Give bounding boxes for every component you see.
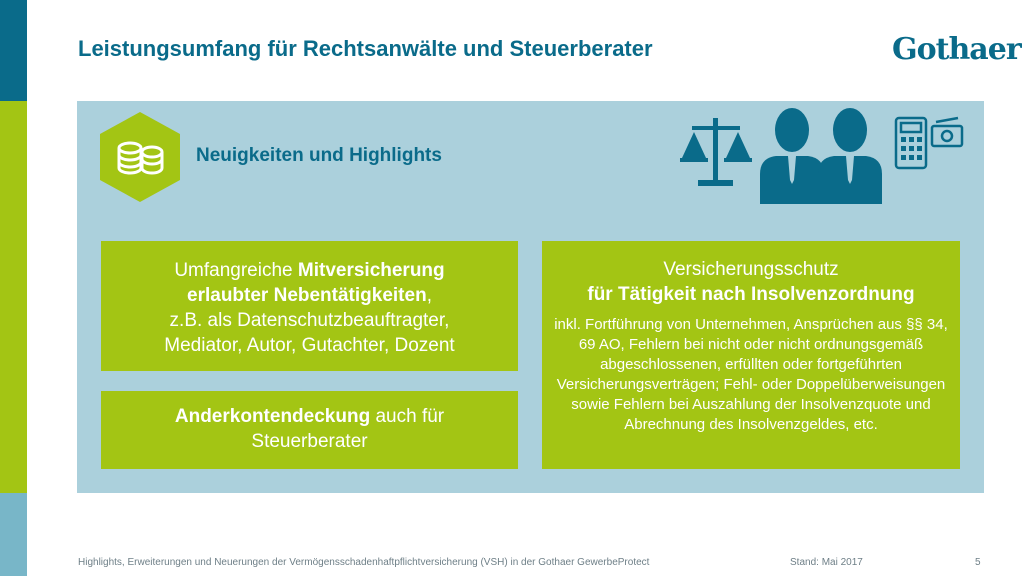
stripe-middle	[0, 101, 27, 493]
gothaer-logo: Gothaer	[892, 32, 1022, 67]
slide-title: Leistungsumfang für Rechtsanwälte und St…	[78, 36, 653, 61]
scales-icon	[680, 118, 752, 186]
box2-text: auch für	[370, 406, 445, 427]
box2-bold: Anderkontendeckung	[174, 406, 371, 427]
box1-line3: z.B. als Datenschutzbeauftragter,	[169, 310, 450, 331]
two-persons-icon	[760, 108, 882, 204]
box1-bold-line2: erlaubter Nebentätigkeiten	[187, 285, 427, 306]
coverage-box-escrow-accounts: Anderkontendeckung auch für Steuerberate…	[101, 391, 518, 469]
section-subtitle: Neuigkeiten und Highlights	[196, 145, 442, 166]
coverage-box-insolvency: Versicherungsschutz für Tätigkeit nach I…	[542, 241, 960, 469]
box3-detail: inkl. Fortführung von Unternehmen, Anspr…	[554, 316, 948, 433]
box1-bold: Mitversicherung	[297, 260, 445, 281]
money-icon	[930, 116, 964, 148]
box1-comma: ,	[426, 285, 432, 306]
footer-date: Stand: Mai 2017	[790, 557, 863, 568]
stripe-bottom	[0, 493, 27, 576]
box1-line4: Mediator, Autor, Gutachter, Dozent	[164, 335, 455, 356]
box3-heading: Versicherungsschutz	[663, 259, 839, 280]
footer-text: Highlights, Erweiterungen und Neuerungen…	[78, 557, 650, 568]
coins-icon	[100, 112, 180, 202]
profession-icons	[680, 108, 964, 204]
stripe-top	[0, 0, 27, 101]
calculator-icon	[894, 116, 928, 170]
box1-text: Umfangreiche	[174, 260, 298, 281]
box2-line2: Steuerberater	[251, 431, 368, 452]
box3-heading-bold: für Tätigkeit nach Insolvenzordnung	[587, 284, 915, 305]
page-number: 5	[975, 557, 981, 568]
coverage-box-secondary-activities: Umfangreiche Mitversicherung erlaubter N…	[101, 241, 518, 371]
